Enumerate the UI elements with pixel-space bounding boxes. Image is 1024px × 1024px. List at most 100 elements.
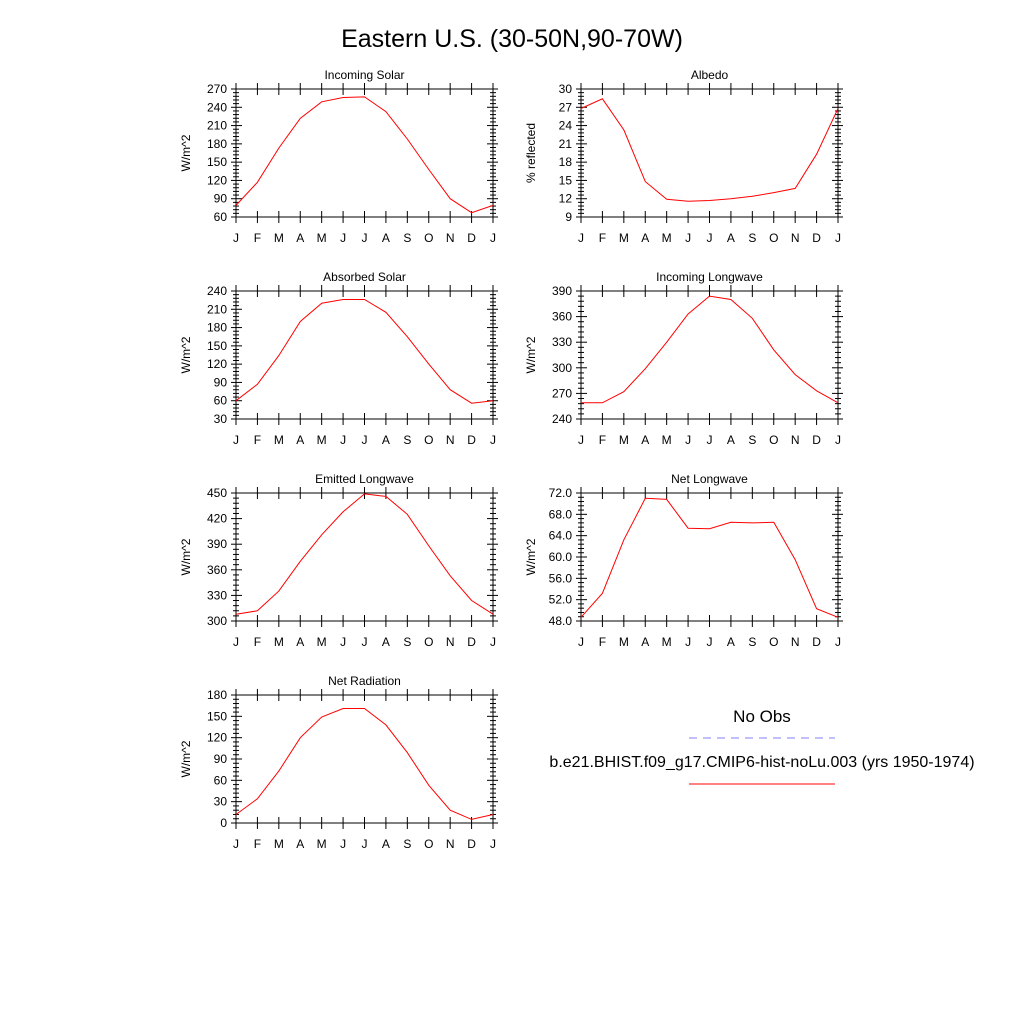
y-axis-label: % reflected [524,123,538,183]
x-tick-label: M [317,635,327,649]
x-tick-label: J [362,433,368,447]
x-tick-label: F [254,433,261,447]
series-line [235,493,494,615]
x-tick-label: S [748,635,756,649]
x-tick-label: F [254,837,261,851]
y-tick-label: 56.0 [549,571,573,585]
x-tick-label: N [446,231,455,245]
plot-frame [580,492,839,622]
chart-title: Incoming Solar [324,68,404,82]
y-tick-label: 0 [220,816,227,830]
x-tick-label: J [340,837,346,851]
x-tick-label: J [707,635,713,649]
x-tick-label: A [382,433,390,447]
y-tick-label: 60 [214,773,228,787]
x-tick-label: J [490,635,496,649]
y-tick-label: 72.0 [549,486,573,500]
y-tick-label: 12 [559,192,573,206]
chart-title: Albedo [691,68,729,82]
y-tick-label: 210 [207,119,227,133]
legend-obs-label: No Obs [733,707,791,726]
series-line [581,295,839,404]
y-tick-label: 270 [552,386,572,400]
y-axis-label: W/m^2 [524,538,538,575]
x-tick-label: M [662,231,672,245]
y-tick-label: 360 [552,310,572,324]
y-tick-label: 420 [207,512,227,526]
x-tick-label: A [382,231,390,245]
y-tick-label: 27 [559,100,573,114]
x-tick-label: J [490,837,496,851]
x-tick-label: J [490,231,496,245]
x-tick-label: S [403,231,411,245]
x-tick-label: J [340,231,346,245]
x-tick-label: N [791,433,800,447]
x-tick-label: M [317,231,327,245]
x-tick-label: M [274,231,284,245]
x-tick-label: D [812,635,821,649]
x-tick-label: A [727,231,735,245]
x-tick-label: J [685,433,691,447]
x-tick-label: M [619,635,629,649]
x-tick-label: A [296,433,304,447]
x-tick-label: N [791,231,800,245]
x-tick-label: N [446,433,455,447]
x-tick-label: D [467,433,476,447]
y-tick-label: 30 [559,82,573,96]
chart-incoming-solar: Incoming Solar W/m^2 60 90 120 150 180 210 240 27… [179,68,498,245]
x-tick-label: J [578,231,584,245]
y-tick-label: 64.0 [549,529,573,543]
x-tick-label: A [382,635,390,649]
x-tick-label: J [340,433,346,447]
y-tick-label: 240 [207,284,227,298]
x-tick-label: A [727,635,735,649]
chart-incoming-longwave: Incoming Longwave W/m^2 240 270 300 330 360 390… [524,270,843,447]
x-tick-label: M [274,635,284,649]
figure-title: Eastern U.S. (30-50N,90-70W) [341,25,683,53]
y-tick-label: 150 [207,155,227,169]
y-tick-label: 390 [207,537,227,551]
y-tick-label: 390 [552,284,572,298]
x-tick-label: M [317,433,327,447]
x-tick-label: N [446,837,455,851]
x-tick-label: J [707,231,713,245]
y-tick-label: 60 [214,210,228,224]
x-tick-label: J [362,635,368,649]
y-tick-label: 48.0 [549,614,573,628]
x-tick-label: M [619,433,629,447]
x-tick-label: S [403,433,411,447]
y-tick-label: 90 [214,752,228,766]
chart-title: Emitted Longwave [315,472,414,486]
x-tick-label: A [296,635,304,649]
x-tick-label: A [382,837,390,851]
chart-title: Net Radiation [328,674,401,688]
x-tick-label: J [685,231,691,245]
x-tick-label: D [812,433,821,447]
x-tick-label: M [619,231,629,245]
legend-model-label: b.e21.BHIST.f09_g17.CMIP6-hist-noLu.003 … [549,754,974,771]
x-tick-label: J [362,231,368,245]
y-tick-label: 9 [565,210,572,224]
x-tick-label: O [424,231,433,245]
y-tick-label: 68.0 [549,507,573,521]
y-tick-label: 330 [207,588,227,602]
y-axis-label: W/m^2 [179,740,193,777]
x-tick-label: D [812,231,821,245]
x-tick-label: S [403,635,411,649]
x-tick-label: O [769,433,778,447]
y-tick-label: 240 [552,412,572,426]
chart-emitted-longwave: Emitted Longwave W/m^2 300 330 360 390 420 450 J… [179,472,498,649]
x-tick-label: M [274,433,284,447]
x-tick-label: M [317,837,327,851]
y-tick-label: 52.0 [549,593,573,607]
y-tick-label: 330 [552,335,572,349]
x-tick-label: O [769,231,778,245]
y-tick-label: 15 [559,173,573,187]
y-tick-label: 300 [552,361,572,375]
x-tick-label: A [296,837,304,851]
x-tick-label: M [662,635,672,649]
y-tick-label: 150 [207,709,227,723]
chart-title: Absorbed Solar [323,270,406,284]
x-tick-label: A [296,231,304,245]
